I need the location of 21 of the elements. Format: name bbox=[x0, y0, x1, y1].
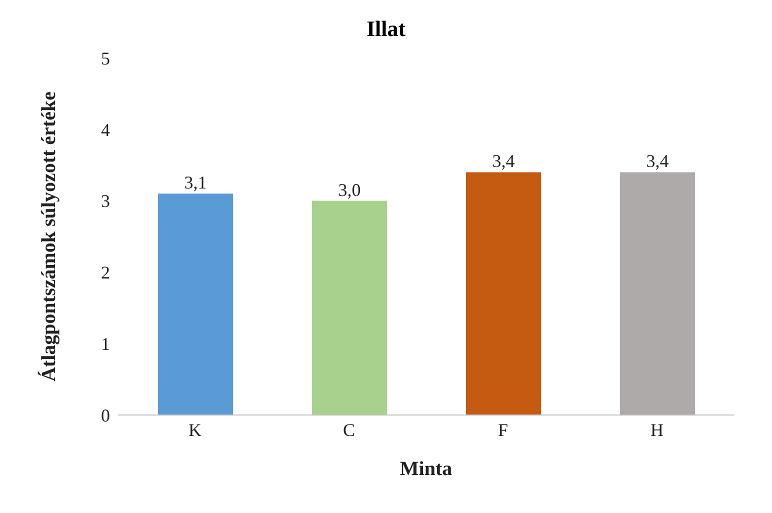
x-axis-title: Minta bbox=[400, 458, 452, 480]
data-label: 3,1 bbox=[184, 172, 207, 193]
data-label: 3,0 bbox=[338, 180, 361, 200]
bar bbox=[158, 194, 233, 415]
y-tick-label: 4 bbox=[101, 120, 110, 140]
x-tick-label: F bbox=[498, 420, 508, 440]
x-tick-label: H bbox=[650, 420, 664, 440]
y-tick-label: 5 bbox=[101, 48, 110, 68]
y-tick-label: 0 bbox=[101, 405, 110, 426]
y-tick-label: 2 bbox=[101, 262, 110, 283]
data-label: 3,4 bbox=[646, 151, 669, 172]
bar bbox=[312, 200, 387, 415]
bar bbox=[620, 172, 695, 415]
x-tick-label: K bbox=[188, 420, 202, 440]
data-label: 3,4 bbox=[492, 151, 515, 172]
y-axis-title: Átlagpontszámok súlyozott értéke bbox=[37, 91, 60, 382]
chart-title: Illat bbox=[365, 16, 407, 42]
x-tick-label: C bbox=[342, 420, 356, 440]
bar bbox=[466, 172, 541, 415]
y-tick-label: 3 bbox=[101, 191, 110, 212]
y-tick-label: 1 bbox=[101, 334, 110, 354]
